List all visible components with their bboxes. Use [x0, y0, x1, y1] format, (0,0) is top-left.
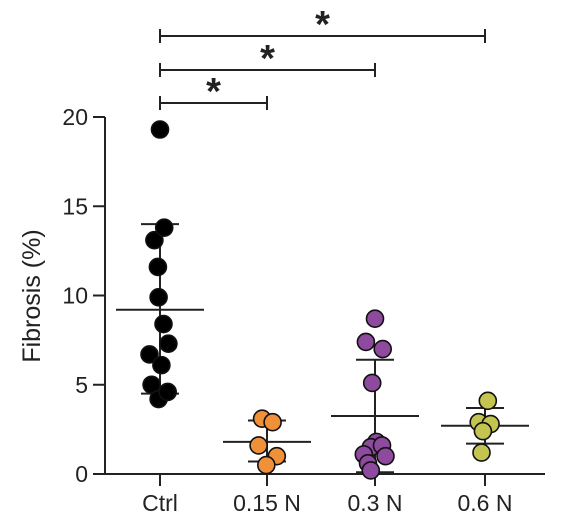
- data-point: [152, 355, 171, 375]
- data-point: [362, 373, 382, 393]
- data-point: [249, 436, 268, 455]
- y-ticks: 0 5 10 15 20: [62, 104, 105, 487]
- y-tick-label: 10: [62, 283, 88, 309]
- data-points: [140, 120, 500, 480]
- x-tick-label: Ctrl: [142, 490, 178, 516]
- x-tick-labels: Ctrl 0.15 N 0.3 N 0.6 N: [142, 474, 512, 516]
- data-point: [140, 345, 159, 364]
- data-point: [150, 120, 170, 139]
- data-point: [473, 421, 493, 441]
- data-point: [365, 309, 385, 329]
- significance-star: *: [206, 71, 221, 113]
- significance-star: *: [260, 38, 275, 80]
- error-bars: [116, 223, 529, 474]
- data-point: [159, 334, 178, 353]
- y-tick-label: 5: [75, 372, 88, 398]
- data-point: [356, 332, 376, 352]
- y-tick-label: 20: [62, 104, 88, 130]
- data-point: [149, 287, 168, 307]
- data-point: [145, 230, 164, 250]
- data-point: [263, 412, 282, 432]
- data-point: [376, 446, 395, 466]
- significance-brackets: * * *: [159, 4, 486, 113]
- data-point: [256, 455, 276, 475]
- data-point: [478, 391, 498, 411]
- y-axis-title: Fibrosis (%): [18, 229, 46, 362]
- data-point: [154, 218, 174, 237]
- x-tick-label: 0.3 N: [348, 490, 403, 516]
- data-point: [361, 461, 381, 480]
- significance-star: *: [315, 4, 330, 46]
- x-tick-label: 0.6 N: [458, 490, 513, 516]
- x-tick-label: 0.15 N: [233, 490, 301, 516]
- data-point: [148, 257, 168, 277]
- data-point: [472, 443, 491, 462]
- data-point: [158, 382, 177, 402]
- data-point: [154, 314, 173, 334]
- y-tick-label: 0: [75, 461, 88, 487]
- y-tick-label: 15: [62, 193, 88, 219]
- data-point: [373, 339, 393, 359]
